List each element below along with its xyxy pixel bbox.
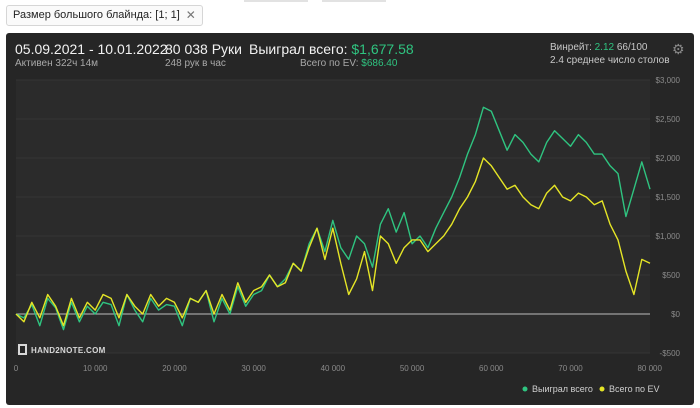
y-tick-label: $2,500 xyxy=(656,115,681,124)
ev-total: Всего по EV: $686.40 xyxy=(300,58,397,69)
hands-count: 80 038 Руки xyxy=(165,41,242,57)
watermark-logo-icon xyxy=(20,346,25,353)
tab-stub xyxy=(244,0,308,2)
y-tick-label: $500 xyxy=(662,271,680,280)
legend: Выиграл всего Всего по EV xyxy=(522,384,659,394)
winrate: Винрейт: 2.12 66/100 xyxy=(550,42,647,53)
grid xyxy=(16,79,650,354)
x-tick-label: 40 000 xyxy=(321,364,346,373)
x-tick-label: 50 000 xyxy=(400,364,425,373)
avg-tables: 2.4 среднее число столов xyxy=(550,55,670,66)
ev-total-value: $686.40 xyxy=(361,58,398,69)
legend-dot-won xyxy=(522,386,528,392)
plot-area xyxy=(16,80,650,353)
legend-label-won: Выиграл всего xyxy=(532,384,593,394)
watermark: HAND2NOTE.COM xyxy=(18,344,106,355)
filter-bar: Размер большого блайнда: [1; 1] ✕ xyxy=(0,0,700,30)
ev-total-label: Всего по EV: xyxy=(300,58,362,69)
x-tick-label: 70 000 xyxy=(558,364,583,373)
filter-chip-label: Размер большого блайнда: [1; 1] xyxy=(13,9,180,21)
active-time: Активен 322ч 14м xyxy=(15,58,99,69)
y-tick-label: -$500 xyxy=(660,349,681,358)
x-axis: 0 10 000 20 000 30 000 40 000 50 000 60 000 70 … xyxy=(14,364,663,373)
legend-label-ev: Всего по EV xyxy=(609,384,659,394)
graph-chart: -$500 $0 $500 $1,000 $1,500 $2,000 $2,500 $3,00… xyxy=(14,76,681,394)
won-total: Выиграл всего: $1,677.58 xyxy=(249,41,414,57)
graph-panel: 05.09.2021 - 10.01.2022 Активен 322ч 14м… xyxy=(6,33,694,405)
tab-stub xyxy=(322,0,386,2)
gear-icon[interactable]: ⚙ xyxy=(672,41,685,57)
filter-chip[interactable]: Размер большого блайнда: [1; 1] ✕ xyxy=(6,5,203,26)
series xyxy=(15,106,651,331)
hands-per-hour: 248 рук в час xyxy=(165,58,226,69)
winrate-value: 2.12 xyxy=(594,42,615,53)
series-line-ev xyxy=(15,157,651,327)
x-tick-label: 0 xyxy=(14,364,19,373)
close-icon[interactable]: ✕ xyxy=(185,8,196,22)
y-tick-label: $2,000 xyxy=(656,154,681,163)
y-tick-label: $3,000 xyxy=(656,76,681,85)
winrate-label: Винрейт: xyxy=(550,42,595,53)
y-tick-label: $1,000 xyxy=(656,232,681,241)
x-tick-label: 80 000 xyxy=(637,364,662,373)
x-tick-label: 30 000 xyxy=(241,364,266,373)
x-tick-label: 10 000 xyxy=(83,364,108,373)
date-range: 05.09.2021 - 10.01.2022 xyxy=(15,41,168,57)
x-tick-label: 60 000 xyxy=(479,364,504,373)
x-tick-label: 20 000 xyxy=(162,364,187,373)
y-axis: -$500 $0 $500 $1,000 $1,500 $2,000 $2,500 $3,00… xyxy=(656,76,681,358)
y-tick-label: $1,500 xyxy=(656,193,681,202)
series-line-won xyxy=(15,106,651,331)
legend-dot-ev xyxy=(599,386,605,392)
watermark-text: HAND2NOTE.COM xyxy=(31,346,106,355)
won-total-value: $1,677.58 xyxy=(351,41,414,57)
won-total-label: Выиграл всего: xyxy=(249,41,352,57)
y-tick-label: $0 xyxy=(671,310,680,319)
winrate-rest: 66/100 xyxy=(614,42,648,53)
